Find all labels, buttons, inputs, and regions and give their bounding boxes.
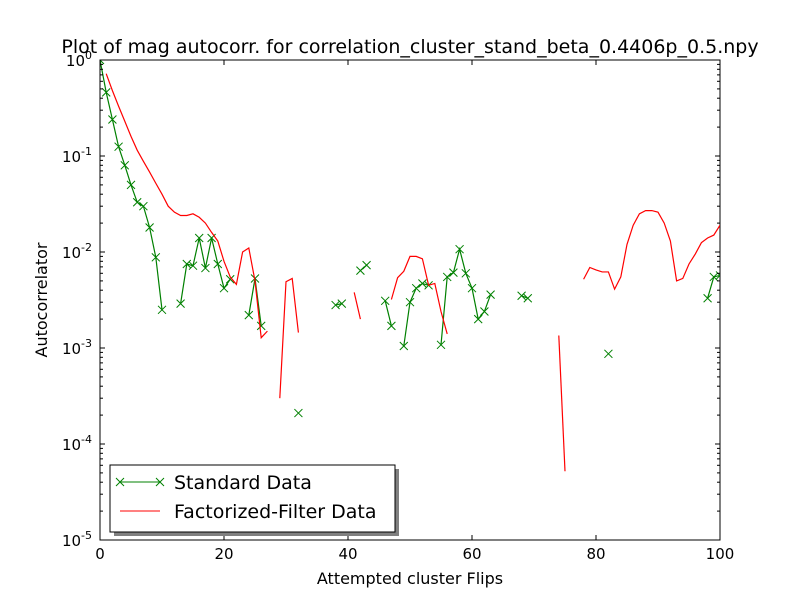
series-line-factorized-filter-data [583,209,720,291]
y-tick-label: 10-5 [62,529,92,550]
data-point-standard-data [387,321,396,331]
data-point-standard-data [362,260,371,270]
data-point-standard-data [436,340,446,350]
data-point-standard-data [256,321,266,331]
data-point-standard-data [715,271,720,280]
y-tick-label: 10-4 [62,433,92,454]
y-tick-label: 10-2 [62,241,92,262]
data-point-standard-data [337,299,347,308]
data-point-standard-data [101,88,111,97]
data-point-standard-data [523,293,533,303]
series-line-factorized-filter-data [558,335,566,472]
series-line-standard-data [384,300,392,327]
data-point-standard-data [100,60,105,65]
legend: Standard Data Factorized-Filter Data [109,464,399,536]
data-point-standard-data [356,266,365,275]
data-point-standard-data [182,259,192,269]
data-point-standard-data [418,279,427,288]
data-point-standard-data [225,274,235,284]
x-tick-label: 0 [95,545,105,563]
series-line-factorized-filter-data [279,277,299,399]
data-point-standard-data [151,252,161,262]
data-point-standard-data [703,293,712,303]
data-point-standard-data [455,244,464,254]
series-line-standard-data [335,303,342,306]
x-axis-label: Attempted cluster Flips [317,569,503,588]
data-point-standard-data [132,197,142,207]
data-point-standard-data [157,305,167,315]
data-point-standard-data [480,307,489,316]
x-tick-label: 20 [214,545,233,563]
data-point-standard-data [294,408,303,418]
data-point-standard-data [213,259,223,269]
legend-box [109,464,396,533]
data-point-standard-data [405,297,415,307]
data-point-standard-data [411,283,421,293]
plot-area [99,59,721,541]
series-line-factorized-filter-data [105,73,268,340]
data-point-standard-data [139,201,148,211]
y-tick-label: 100 [66,49,92,70]
data-point-standard-data [145,223,154,232]
series-line-factorized-filter-data [390,255,448,335]
legend-marker-standard-data [115,477,125,487]
legend-label-factorized-filter-data: Factorized-Filter Data [174,501,376,523]
data-point-standard-data [201,263,210,273]
data-point-standard-data [380,296,390,306]
data-point-standard-data [604,349,613,359]
data-point-standard-data [461,268,471,278]
legend-label-standard-data: Standard Data [174,472,312,494]
x-tick-label: 100 [706,545,735,563]
data-point-standard-data [176,299,185,308]
chart-title: Plot of mag autocorr. for correlation_cl… [61,36,758,58]
series-line-factorized-filter-data [353,292,361,320]
x-tick-label: 80 [586,545,605,563]
data-point-standard-data [108,115,117,124]
y-tick-label: 10-3 [62,337,92,358]
data-point-standard-data [244,310,254,320]
data-point-standard-data [449,268,458,277]
data-point-standard-data [442,272,452,282]
data-point-standard-data [473,314,483,324]
x-tick-label: 60 [462,545,481,563]
data-point-standard-data [114,142,123,152]
data-point-standard-data [399,341,409,351]
data-point-standard-data [188,261,198,271]
y-axis-label: Autocorrelator [32,242,51,357]
data-point-standard-data [194,233,204,243]
data-point-standard-data [467,283,477,293]
data-point-standard-data [219,283,229,293]
legend-marker-standard-data [155,477,165,487]
x-tick-label: 40 [338,545,357,563]
data-point-standard-data [120,160,130,170]
data-point-standard-data [486,290,495,299]
data-point-standard-data [126,180,136,190]
y-tick-label: 10-1 [62,145,92,166]
data-point-standard-data [517,291,526,301]
